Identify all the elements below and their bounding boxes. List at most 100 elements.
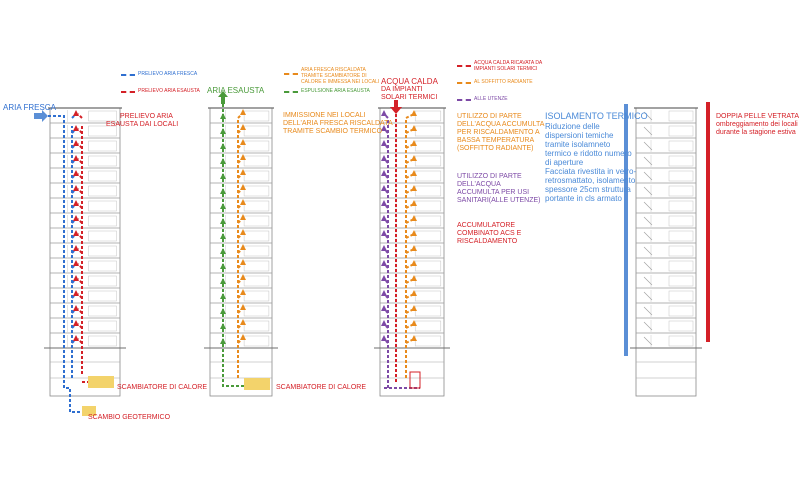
room-outline bbox=[668, 185, 694, 197]
scambiatore-label-2: SCAMBIATORE DI CALORE bbox=[276, 384, 366, 391]
room-outline bbox=[414, 170, 442, 182]
building-panel-3 bbox=[374, 107, 450, 397]
radiant-arrow bbox=[411, 185, 417, 191]
users-arrow bbox=[381, 170, 387, 176]
flow-arrows bbox=[34, 91, 710, 416]
exhaust-arrow bbox=[73, 155, 79, 161]
scambiatore-label-1: SCAMBIATORE DI CALORE bbox=[117, 384, 207, 391]
heated-air-arrow bbox=[240, 109, 246, 115]
legend-radiant-label: AL SOFFITTO RADIANTE bbox=[474, 79, 533, 85]
exhaust-arrow bbox=[73, 125, 79, 131]
room-outline bbox=[414, 275, 442, 287]
stair-hatch bbox=[643, 186, 653, 196]
users-arrow bbox=[381, 275, 387, 281]
isolamento-line: spessore 25cm struttura bbox=[545, 185, 631, 194]
acqua-calda-label-1: ACQUA CALDA bbox=[381, 77, 438, 86]
room-outline bbox=[88, 140, 117, 152]
room-outline bbox=[243, 140, 270, 152]
exhaust-branch bbox=[77, 308, 83, 314]
stair-hatch bbox=[643, 231, 653, 241]
radiant-arrow bbox=[411, 170, 417, 176]
radiant-arrow bbox=[411, 290, 417, 296]
heated-air-arrow bbox=[240, 139, 246, 145]
stair-hatch bbox=[643, 111, 653, 121]
room-outline bbox=[668, 245, 694, 257]
room-outline bbox=[88, 185, 117, 197]
expulsion-arrow bbox=[220, 188, 226, 194]
room-outline bbox=[243, 185, 270, 197]
room-outline bbox=[414, 215, 442, 227]
room-outline bbox=[414, 155, 442, 167]
fresh-air-arrow-head bbox=[42, 110, 48, 122]
expulsion-arrow bbox=[220, 143, 226, 149]
room-outline bbox=[668, 290, 694, 302]
legend-heated-air-3: CALORE E IMMESSA NEI LOCALI bbox=[301, 79, 380, 85]
heated-air-arrow bbox=[240, 304, 246, 310]
exhaust-branch bbox=[77, 293, 83, 299]
room-outline bbox=[88, 305, 117, 317]
stair-hatch bbox=[643, 126, 653, 136]
users-arrow bbox=[381, 230, 387, 236]
exhaust-arrow bbox=[73, 185, 79, 191]
room-outline bbox=[414, 305, 442, 317]
room-outline bbox=[668, 125, 694, 137]
isolamento-line: termico e ridotto numero bbox=[545, 149, 632, 158]
prelievo-label-line2: ESAUSTA DAI LOCALI bbox=[106, 121, 179, 128]
exhaust-arrow bbox=[73, 200, 79, 206]
room-outline bbox=[414, 260, 442, 272]
accumulator-box bbox=[409, 371, 421, 389]
stair-hatch bbox=[643, 201, 653, 211]
room-outline bbox=[243, 290, 270, 302]
exhaust-branch bbox=[77, 338, 83, 344]
exhaust-branch bbox=[77, 143, 83, 149]
legend-line-expulsion bbox=[284, 91, 298, 93]
room-outline bbox=[88, 215, 117, 227]
fresh-air-duct bbox=[48, 115, 85, 413]
room-outline bbox=[88, 245, 117, 257]
expulsion-arrow bbox=[220, 248, 226, 254]
room-outline bbox=[414, 320, 442, 332]
doppia-pelle-line: ombreggiamento dei locali bbox=[716, 121, 798, 128]
exhaust-out-shaft bbox=[221, 96, 225, 104]
exhaust-branch bbox=[77, 188, 83, 194]
room-outline bbox=[243, 275, 270, 287]
users-arrow bbox=[381, 215, 387, 221]
acqua-calda-label-2: DA IMPIANTI bbox=[381, 86, 423, 93]
room-outline bbox=[88, 260, 117, 272]
room-outline bbox=[668, 260, 694, 272]
heat-exchanger-box-2 bbox=[244, 378, 270, 390]
geotermico-label: SCAMBIO GEOTERMICO bbox=[88, 414, 171, 421]
isolamento-line: di aperture bbox=[545, 158, 584, 167]
exhaust-branch bbox=[77, 218, 83, 224]
room-outline bbox=[243, 110, 270, 122]
heated-air-arrow bbox=[240, 154, 246, 160]
legend-heated-air-1: ARIA FRESCA RISCALDATA bbox=[301, 67, 366, 73]
isolamento-line: tramite isolamneto bbox=[545, 140, 611, 149]
acqua-calda-label-3: SOLARI TERMICI bbox=[381, 94, 438, 101]
room-outline bbox=[243, 245, 270, 257]
stair-hatch bbox=[643, 156, 653, 166]
note-users-line: SANITARI(ALLE UTENZE) bbox=[457, 197, 541, 204]
note-radiant-line: DELL'ACQUA ACCUMULTA bbox=[457, 121, 545, 128]
room-outline bbox=[414, 230, 442, 242]
expulsion-arrow bbox=[220, 128, 226, 134]
expulsion-arrow bbox=[220, 173, 226, 179]
users-arrow bbox=[381, 125, 387, 131]
room-outline bbox=[668, 155, 694, 167]
radiant-arrow bbox=[411, 260, 417, 266]
building-panel-2 bbox=[204, 107, 278, 397]
users-arrow bbox=[381, 305, 387, 311]
exhaust-branch bbox=[77, 248, 83, 254]
stair-hatch bbox=[643, 306, 653, 316]
room-outline bbox=[243, 335, 270, 347]
expulsion-arrow bbox=[220, 338, 226, 344]
room-outline bbox=[414, 125, 442, 137]
expulsion-arrow bbox=[220, 203, 226, 209]
heated-air-arrow bbox=[240, 259, 246, 265]
room-outline bbox=[243, 305, 270, 317]
heated-air-arrow bbox=[240, 334, 246, 340]
legend-fresh-air-label: PRELIEVO ARIA FRESCA bbox=[138, 71, 198, 77]
doppia-pelle-line: durante la stagione estiva bbox=[716, 129, 796, 136]
exhaust-arrow bbox=[73, 215, 79, 221]
